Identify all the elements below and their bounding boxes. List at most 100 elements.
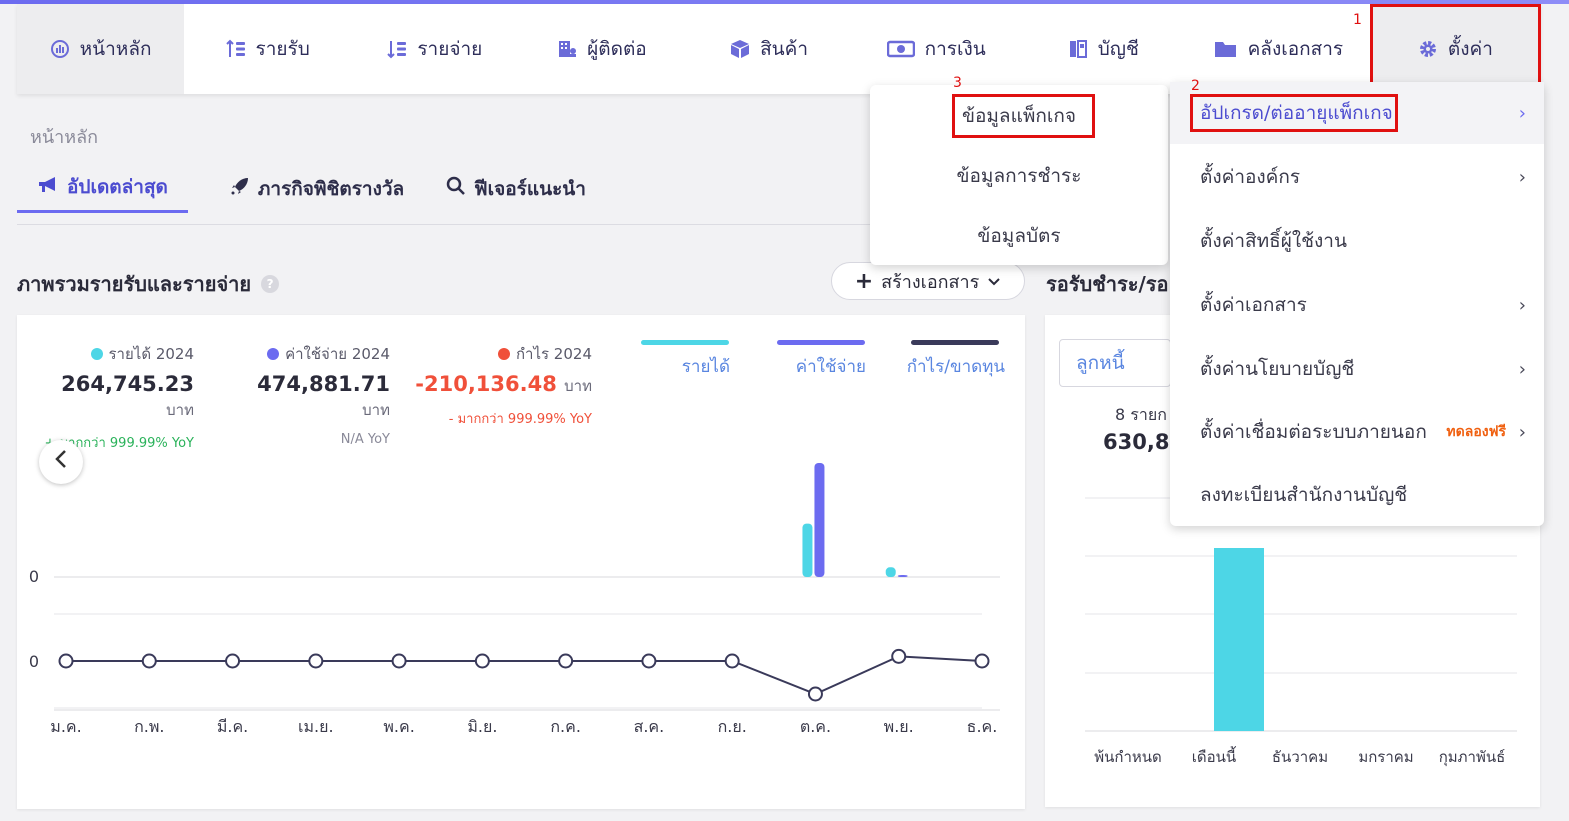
legend-profit[interactable]: กำไร/ขาดทุน bbox=[905, 340, 1005, 380]
profit-point bbox=[724, 653, 740, 669]
nav-item-accounting[interactable]: บัญชี bbox=[1020, 4, 1187, 94]
x-tick-label: ส.ค. bbox=[634, 717, 665, 736]
receivable-x-tick: เดือนนี้ bbox=[1192, 746, 1237, 766]
menu-item-label: ตั้งค่าเชื่อมต่อระบบภายนอก bbox=[1200, 421, 1427, 443]
kpi-value: -210,136.48 bbox=[415, 372, 557, 396]
nav-item-products[interactable]: สินค้า bbox=[686, 4, 853, 94]
annotation-box-package-info bbox=[952, 94, 1095, 138]
submenu-item-package-info[interactable]: ข้อมูลแพ็กเกจ bbox=[962, 105, 1076, 127]
menu-item-label: ตั้งค่านโยบายบัญชี bbox=[1200, 358, 1355, 380]
nav-label: สินค้า bbox=[760, 38, 809, 60]
menu-item-upgrade-package[interactable]: อัปเกรด/ต่ออายุแพ็กเกจ › bbox=[1170, 82, 1544, 144]
x-tick-label: มิ.ย. bbox=[467, 717, 497, 736]
legend-swatch bbox=[911, 340, 999, 345]
tab-missions[interactable]: ภารกิจพิชิตรางวัล bbox=[210, 168, 424, 213]
profit-point bbox=[558, 653, 574, 669]
profit-point bbox=[141, 653, 157, 669]
nav-item-contacts[interactable]: ผู้ติดต่อ bbox=[518, 4, 685, 94]
legend-expense[interactable]: ค่าใช้จ่าย bbox=[776, 340, 866, 380]
receivable-x-tick: พ้นกำหนด bbox=[1094, 748, 1162, 766]
coins-down-icon bbox=[387, 39, 407, 59]
rocket-icon bbox=[230, 176, 250, 201]
menu-item-label: ลงทะเบียนสำนักงานบัญชี bbox=[1200, 484, 1408, 506]
menu-item-external-integration[interactable]: ตั้งค่าเชื่อมต่อระบบภายนอก ทดลองฟรี › bbox=[1170, 401, 1544, 463]
kpi-profit: กำไร 2024 -210,136.48 บาท - มากกว่า 999.… bbox=[412, 342, 592, 429]
menu-item-label: อัปเกรด/ต่ออายุแพ็กเกจ bbox=[1200, 102, 1393, 124]
profit-point bbox=[391, 653, 407, 669]
tab-label: ฟีเจอร์แนะนำ bbox=[474, 177, 586, 200]
money-icon bbox=[886, 39, 915, 59]
nav-label: การเงิน bbox=[924, 38, 986, 60]
package-submenu: ข้อมูลแพ็กเกจ ข้อมูลการชำระ ข้อมูลบัตร bbox=[870, 85, 1168, 265]
tab-features[interactable]: ฟีเจอร์แนะนำ bbox=[446, 168, 606, 213]
chevron-down-icon bbox=[987, 271, 1001, 292]
legend-label: รายได้ bbox=[681, 357, 730, 377]
nav-label: หน้าหลัก bbox=[79, 38, 152, 60]
help-icon[interactable]: ? bbox=[261, 275, 280, 293]
nav-item-home[interactable]: หน้าหลัก bbox=[17, 4, 185, 94]
nav-label: บัญชี bbox=[1097, 38, 1139, 60]
profit-point bbox=[308, 653, 324, 669]
top-accent-strip bbox=[0, 0, 1569, 4]
dashboard-icon bbox=[50, 39, 70, 59]
profit-point bbox=[807, 686, 823, 702]
nav-item-documents[interactable]: คลังเอกสาร bbox=[1187, 4, 1370, 94]
menu-item-user-permissions[interactable]: ตั้งค่าสิทธิ์ผู้ใช้งาน bbox=[1170, 210, 1544, 272]
chart-prev-button[interactable] bbox=[39, 440, 83, 484]
try-free-badge: ทดลองฟรี bbox=[1446, 424, 1506, 440]
nav-item-expense[interactable]: รายจ่าย bbox=[351, 4, 518, 94]
nav-item-income[interactable]: รายรับ bbox=[184, 4, 351, 94]
menu-item-label: ตั้งค่าสิทธิ์ผู้ใช้งาน bbox=[1200, 230, 1347, 252]
profit-point bbox=[891, 648, 907, 664]
menu-item-register-accounting-office[interactable]: ลงทะเบียนสำนักงานบัญชี bbox=[1170, 464, 1544, 526]
chevron-right-icon: › bbox=[1518, 166, 1526, 188]
annotation-number-2: 2 bbox=[1191, 78, 1200, 94]
receivable-x-tick: ธันวาคม bbox=[1272, 748, 1328, 766]
nav-label: รายจ่าย bbox=[417, 38, 483, 60]
nav-label: รายรับ bbox=[255, 38, 310, 60]
line-y-tick: 0 bbox=[29, 652, 39, 671]
menu-item-label: ตั้งค่าเอกสาร bbox=[1200, 294, 1307, 316]
breadcrumb: หน้าหลัก bbox=[30, 127, 99, 148]
ledger-icon bbox=[1068, 39, 1088, 59]
x-tick-label: ก.ค. bbox=[550, 717, 581, 736]
x-tick-label: มี.ค. bbox=[217, 717, 248, 736]
kpi-expense: ค่าใช้จ่าย 2024 474,881.71 บาท N/A YoY bbox=[224, 342, 390, 447]
tab-label: อัปเดตล่าสุด bbox=[67, 176, 168, 198]
kpi-yoy: N/A YoY bbox=[340, 432, 390, 447]
nav-item-settings[interactable]: ตั้งค่า bbox=[1369, 4, 1541, 94]
bar-expense bbox=[897, 575, 908, 577]
debtor-select[interactable]: ลูกหนี้ bbox=[1059, 339, 1171, 387]
overview-card bbox=[17, 315, 1025, 809]
revenue-dot bbox=[90, 348, 103, 360]
x-tick-label: ก.ย. bbox=[718, 717, 747, 736]
profit-point bbox=[974, 653, 990, 669]
profit-point bbox=[641, 653, 657, 669]
annotation-number-3: 3 bbox=[953, 75, 962, 91]
bar-expense bbox=[814, 463, 825, 577]
kpi-yoy: + มากกว่า 999.99% YoY bbox=[44, 436, 194, 451]
chevron-left-icon bbox=[54, 449, 68, 475]
nav-item-finance[interactable]: การเงิน bbox=[853, 4, 1020, 94]
folder-icon bbox=[1214, 39, 1238, 59]
legend-swatch bbox=[777, 340, 865, 345]
tabs-divider bbox=[17, 224, 887, 225]
menu-item-label: ตั้งค่าองค์กร bbox=[1200, 166, 1301, 188]
main-navbar: หน้าหลัก รายรับ รายจ่าย ผู้ติดต่อ สินค้า… bbox=[17, 4, 1541, 94]
submenu-item-payment-info[interactable]: ข้อมูลการชำระ bbox=[956, 165, 1082, 187]
submenu-item-card-info[interactable]: ข้อมูลบัตร bbox=[977, 225, 1061, 247]
kpi-value: 474,881.71 bbox=[257, 372, 390, 396]
menu-item-document-settings[interactable]: ตั้งค่าเอกสาร › bbox=[1170, 274, 1544, 336]
tab-latest-updates[interactable]: อัปเดตล่าสุด bbox=[17, 168, 188, 213]
kpi-revenue: รายได้ 2024 264,745.23 บาท + มากกว่า 999… bbox=[30, 342, 194, 453]
nav-label: ผู้ติดต่อ bbox=[587, 38, 647, 60]
menu-item-accounting-policy[interactable]: ตั้งค่านโยบายบัญชี › bbox=[1170, 338, 1544, 400]
home-tabs: อัปเดตล่าสุด ภารกิจพิชิตรางวัล ฟีเจอร์แน… bbox=[17, 168, 606, 213]
legend-revenue[interactable]: รายได้ bbox=[640, 340, 730, 380]
kpi-yoy: - มากกว่า 999.99% YoY bbox=[448, 412, 592, 427]
x-tick-label: เม.ย. bbox=[298, 717, 334, 736]
annotation-box-upgrade bbox=[1190, 94, 1398, 132]
menu-item-organization-settings[interactable]: ตั้งค่าองค์กร › bbox=[1170, 146, 1544, 208]
legend-label: ค่าใช้จ่าย bbox=[795, 357, 866, 377]
